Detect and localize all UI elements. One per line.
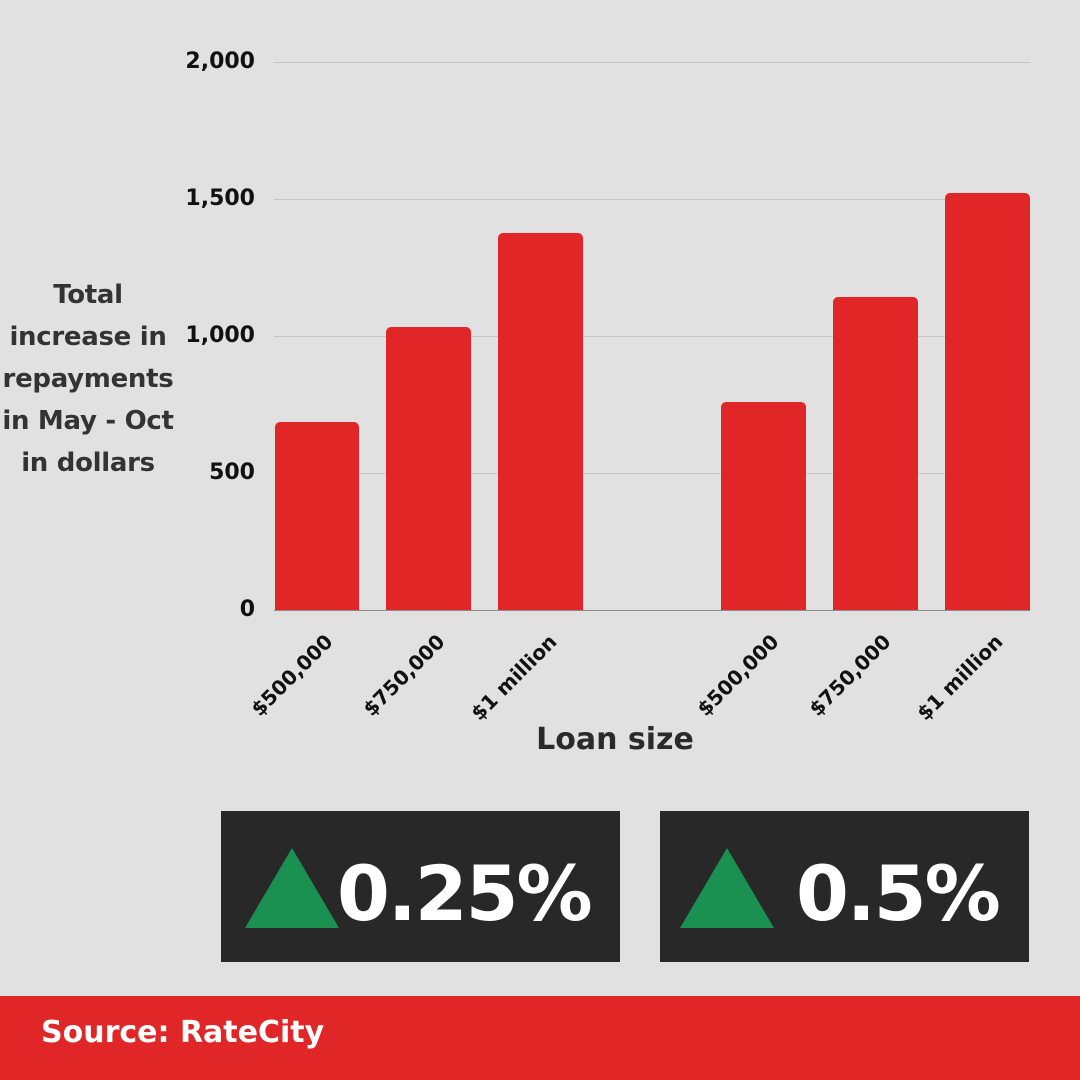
x-tick-label: $750,000 — [804, 629, 896, 721]
y-axis-title-line: repayments — [2, 364, 174, 394]
bar-group1-1m — [498, 233, 583, 610]
gridline-2000 — [274, 62, 1030, 63]
x-axis-title: Loan size — [536, 722, 694, 757]
y-axis-title: Total increase in repayments in May - Oc… — [0, 274, 176, 484]
bar-group2-500k — [721, 402, 806, 610]
bar-chart: 2,000 1,500 1,000 500 0 Total increase i… — [0, 49, 1030, 757]
rate-rise-value: 0.5% — [796, 849, 1001, 938]
bar-group2-750k — [833, 297, 918, 610]
rate-rise-box-05: 0.5% — [660, 811, 1029, 962]
rate-rise-box-025: 0.25% — [221, 811, 620, 962]
y-tick-label: 2,000 — [185, 49, 255, 74]
gridline-500 — [274, 473, 1030, 474]
gridline-1000 — [274, 336, 1030, 337]
footer-bar: Source: RateCity — [0, 996, 1080, 1080]
x-tick-label: $750,000 — [358, 629, 450, 721]
y-tick-label: 1,000 — [185, 323, 255, 348]
y-tick-label: 0 — [239, 597, 255, 622]
bar-group2-1m — [945, 193, 1030, 610]
y-tick-label: 1,500 — [185, 186, 255, 211]
bar-group1-750k — [386, 327, 471, 610]
x-tick-label: $1 million — [911, 629, 1008, 726]
up-triangle-icon — [245, 848, 339, 928]
up-triangle-icon — [680, 848, 774, 928]
gridline-1500 — [274, 199, 1030, 200]
x-tick-label: $1 million — [465, 629, 562, 726]
x-axis-baseline — [274, 610, 1030, 611]
x-tick-label: $500,000 — [692, 629, 784, 721]
y-axis-title-line: in May - Oct — [2, 406, 174, 436]
y-axis-title-line: Total — [53, 280, 123, 310]
y-axis-title-line: increase in — [9, 322, 167, 352]
rate-rise-value: 0.25% — [337, 849, 593, 938]
bar-group1-500k — [275, 422, 359, 610]
y-tick-label: 500 — [209, 460, 255, 485]
x-tick-label: $500,000 — [246, 629, 338, 721]
source-credit: Source: RateCity — [41, 1015, 325, 1050]
y-axis-title-line: in dollars — [21, 448, 155, 478]
